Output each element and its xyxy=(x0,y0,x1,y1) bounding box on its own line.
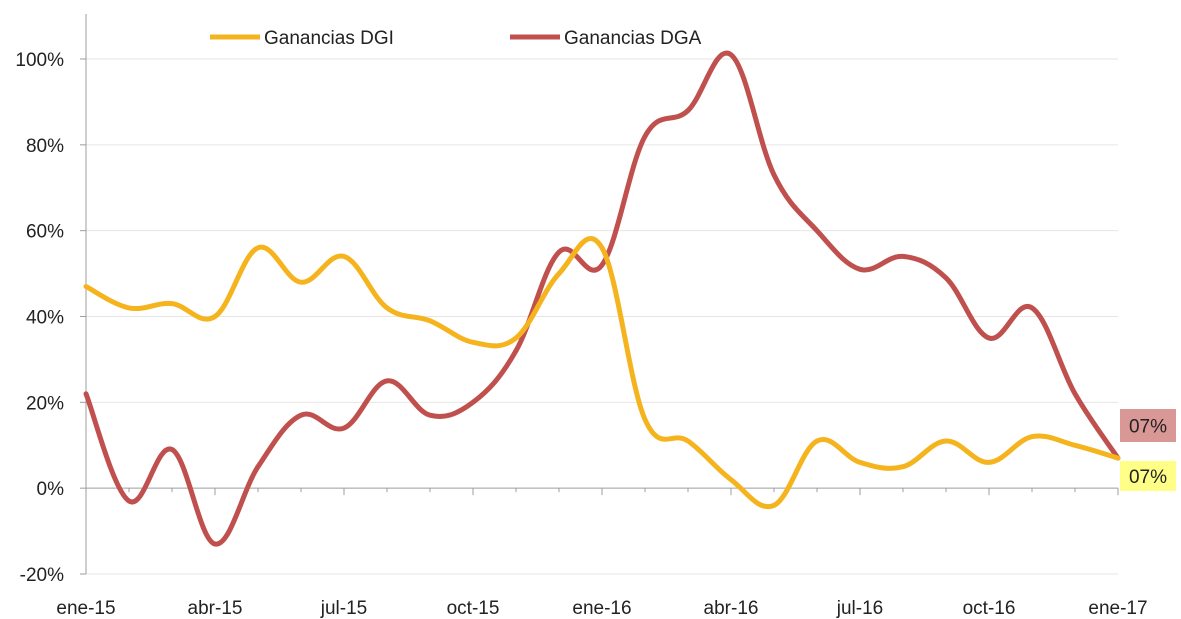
x-axis-ticks: ene-15 abr-15 jul-15 oct-15 ene-16 abr-16 jul-… xyxy=(56,488,1148,619)
x-tick-label: oct-16 xyxy=(963,598,1016,619)
end-label-box xyxy=(1120,461,1176,491)
y-axis-ticks: -20% 0% 20% 40% 60% 80% 100% xyxy=(15,50,86,586)
legend-label: Ganancias DGI xyxy=(264,28,394,49)
legend-label: Ganancias DGA xyxy=(564,28,702,49)
series-line-ganancias-dgi xyxy=(83,236,1121,510)
legend: Ganancias DGI Ganancias DGA xyxy=(210,28,702,49)
x-tick-label: jul-16 xyxy=(836,598,883,619)
series-line-ganancias-dga xyxy=(83,50,1121,547)
x-tick-label: abr-16 xyxy=(704,598,759,619)
end-label-text: 07% xyxy=(1129,467,1167,488)
y-tick-label: 40% xyxy=(26,308,64,329)
y-tick-label: 0% xyxy=(37,479,65,500)
y-tick-label: 20% xyxy=(26,393,64,414)
y-tick-label: 60% xyxy=(26,222,64,243)
gridlines xyxy=(86,58,1118,575)
end-labels: 07% 07% xyxy=(1120,409,1176,491)
x-tick-label: ene-17 xyxy=(1088,598,1147,619)
x-tick-label: jul-15 xyxy=(320,598,367,619)
y-tick-label: 100% xyxy=(15,50,64,71)
y-tick-label: 80% xyxy=(26,136,64,157)
x-tick-label: ene-15 xyxy=(56,598,115,619)
end-label-box xyxy=(1120,409,1176,442)
x-tick-label: abr-15 xyxy=(188,598,243,619)
x-tick-label: ene-16 xyxy=(572,598,631,619)
end-label-text: 07% xyxy=(1129,417,1167,438)
x-tick-label: oct-15 xyxy=(447,598,500,619)
series-lines xyxy=(83,50,1121,547)
y-tick-label: -20% xyxy=(20,565,64,586)
